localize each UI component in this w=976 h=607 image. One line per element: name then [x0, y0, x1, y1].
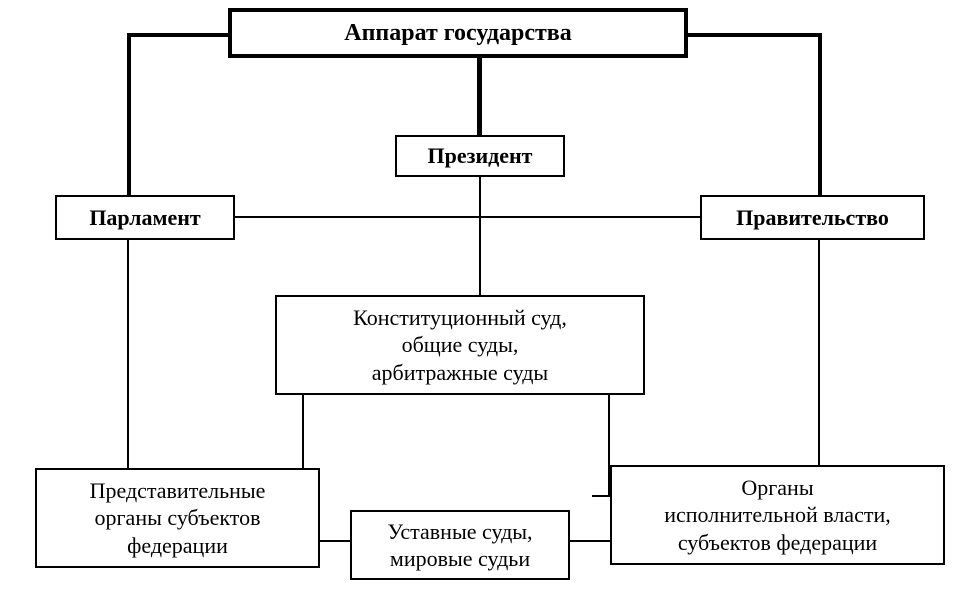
- node-label: Представительные органы субъектов федера…: [90, 477, 266, 560]
- edge-segment: [479, 177, 481, 295]
- edge-segment: [320, 540, 350, 542]
- node-label: Президент: [427, 143, 532, 169]
- node-label: Аппарат государства: [344, 20, 572, 47]
- edge-segment: [127, 240, 129, 468]
- edge-segment: [688, 33, 822, 37]
- node-apparat: Аппарат государства: [228, 8, 688, 58]
- node-label: Конституционный суд, общие суды, арбитра…: [353, 304, 567, 387]
- node-label: Уставные суды, мировые судьи: [387, 518, 532, 573]
- edge-segment: [127, 33, 131, 195]
- node-representative: Представительные органы субъектов федера…: [35, 468, 320, 568]
- node-executive: Органы исполнительной власти, субъектов …: [610, 465, 945, 565]
- edge-segment: [818, 33, 822, 195]
- edge-segment: [477, 58, 482, 135]
- edge-segment: [592, 495, 610, 497]
- node-label: Парламент: [89, 205, 200, 231]
- edge-segment: [570, 540, 610, 542]
- node-government: Правительство: [700, 195, 925, 240]
- edge-segment: [127, 33, 228, 37]
- node-courts: Конституционный суд, общие суды, арбитра…: [275, 295, 645, 395]
- node-label: Органы исполнительной власти, субъектов …: [664, 474, 890, 557]
- node-president: Президент: [395, 135, 565, 177]
- diagram-canvas: Аппарат государства Президент Парламент Пра…: [0, 0, 976, 607]
- node-ustavnye: Уставные суды, мировые судьи: [350, 510, 570, 580]
- edge-segment: [818, 240, 820, 465]
- edge-segment: [235, 216, 700, 218]
- node-label: Правительство: [736, 205, 889, 231]
- node-parlament: Парламент: [55, 195, 235, 240]
